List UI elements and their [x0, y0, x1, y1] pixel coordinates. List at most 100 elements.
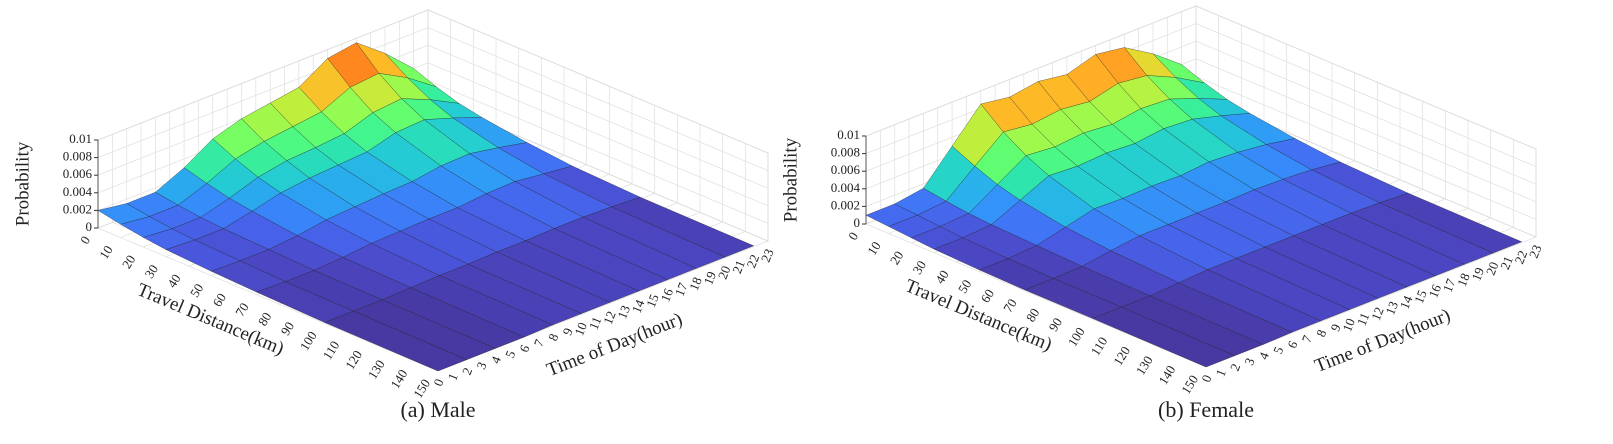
- y-tick-label: 18: [686, 275, 705, 293]
- y-tick-label: 21: [1497, 254, 1516, 272]
- y-tick-label: 19: [1468, 265, 1487, 283]
- grid-line: [427, 27, 769, 171]
- y-tick-label: 9: [1327, 322, 1343, 334]
- x-tick-label: 90: [277, 319, 297, 338]
- x-tick-label: 40: [164, 271, 184, 290]
- x-tick-label: 0: [77, 233, 93, 246]
- x-tick-label: 50: [955, 277, 975, 296]
- y-tick-label: 5: [502, 348, 518, 360]
- y-tick-label: 11: [586, 314, 605, 331]
- grid-line: [1195, 23, 1537, 167]
- y-tick-label: 7: [531, 337, 548, 349]
- y-tick-label: 14: [1397, 293, 1416, 311]
- grid-line: [865, 5, 1197, 137]
- y-tick-label: 0: [1198, 373, 1214, 385]
- grid-line: [427, 62, 769, 207]
- z-tick-label: 0.008: [831, 145, 860, 160]
- y-tick-label: 21: [729, 258, 748, 276]
- y-tick-label: 16: [1425, 282, 1444, 300]
- y-tick-label: 6: [516, 342, 533, 354]
- x-tick-label: 30: [909, 258, 929, 277]
- y-tick-label: 7: [1299, 333, 1316, 345]
- x-tick-label: 10: [96, 243, 116, 262]
- y-tick-label: 1: [445, 371, 461, 383]
- y-tick-label: 14: [629, 297, 648, 315]
- x-tick-label: 60: [209, 290, 229, 309]
- x-tick-label: 110: [1088, 334, 1111, 358]
- x-tick-label: 140: [1155, 363, 1178, 387]
- y-tick-label: 2: [1227, 361, 1243, 373]
- z-tick-label: 0: [86, 219, 93, 234]
- y-tick-label: 4: [488, 354, 505, 366]
- y-tick-label: 17: [1440, 276, 1459, 294]
- z-axis-label: Probability: [780, 137, 801, 222]
- z-tick-label: 0.002: [831, 197, 860, 212]
- y-tick-label: 8: [1313, 327, 1329, 339]
- x-tick-label: 150: [1178, 372, 1201, 396]
- z-tick-label: 0.004: [831, 180, 861, 195]
- surface-cell: [1092, 306, 1236, 368]
- y-tick-label: 23: [1526, 243, 1545, 261]
- caption: (a) Male: [400, 397, 475, 422]
- y-tick-label: 22: [1511, 248, 1530, 266]
- grid-line: [427, 44, 769, 189]
- y-tick-label: 8: [545, 331, 561, 343]
- y-tick-label: 6: [1284, 338, 1301, 350]
- y-tick-label: 1: [1213, 367, 1229, 379]
- surface-cell: [324, 310, 468, 372]
- grid-line: [97, 227, 439, 372]
- y-tick-label: 10: [1339, 316, 1358, 334]
- z-tick-label: 0.01: [69, 131, 92, 146]
- x-tick-label: 40: [932, 267, 952, 286]
- z-tick-label: 0.002: [63, 201, 92, 216]
- grid-line: [1195, 5, 1537, 150]
- x-tick-label: 100: [297, 329, 320, 353]
- grid-line: [1195, 58, 1537, 203]
- x-tick-label: 130: [365, 357, 388, 381]
- y-tick-label: 11: [1354, 310, 1373, 327]
- x-tick-label: 100: [1065, 325, 1088, 349]
- x-tick-label: 20: [887, 248, 907, 267]
- y-tick-label: 15: [1411, 288, 1430, 306]
- x-tick-label: 130: [1133, 353, 1156, 377]
- x-tick-label: 50: [187, 281, 207, 300]
- grid-line: [427, 9, 769, 154]
- y-tick-label: 2: [459, 365, 475, 377]
- y-tick-label: 0: [430, 377, 446, 389]
- z-tick-label: 0.006: [63, 166, 93, 181]
- x-tick-label: 0: [845, 229, 861, 242]
- surface-chart: 00.0020.0040.0060.0080.01010203040506070…: [780, 5, 1545, 422]
- z-axis-label: Probability: [12, 141, 33, 226]
- z-tick-label: 0.004: [63, 184, 93, 199]
- y-tick-label: 18: [1454, 271, 1473, 289]
- x-tick-label: 60: [977, 286, 997, 305]
- grid-line: [865, 223, 1207, 368]
- surface-chart: 00.0020.0040.0060.0080.01010203040506070…: [12, 9, 777, 422]
- x-tick-label: 20: [119, 252, 139, 271]
- x-tick-label: 30: [141, 262, 161, 281]
- y-tick-label: 17: [672, 280, 691, 298]
- x-tick-label: 120: [342, 348, 365, 372]
- y-tick-label: 22: [743, 252, 762, 270]
- y-tick-label: 23: [758, 247, 777, 265]
- caption: (b) Female: [1158, 397, 1254, 422]
- y-tick-label: 9: [559, 326, 575, 338]
- x-tick-label: 10: [864, 239, 884, 258]
- y-tick-label: 15: [643, 292, 662, 310]
- x-tick-label: 80: [1023, 305, 1043, 324]
- y-tick-label: 12: [600, 309, 619, 327]
- z-tick-label: 0.006: [831, 162, 861, 177]
- y-tick-label: 13: [1382, 299, 1401, 317]
- x-tick-label: 90: [1045, 315, 1065, 334]
- y-tick-label: 16: [657, 286, 676, 304]
- x-tick-label: 110: [320, 338, 343, 362]
- x-tick-label: 70: [232, 300, 252, 319]
- grid-line: [427, 80, 769, 224]
- x-tick-label: 80: [255, 309, 275, 328]
- x-tick-label: 140: [387, 367, 410, 391]
- y-tick-label: 5: [1270, 344, 1286, 356]
- grid-line: [1195, 40, 1537, 185]
- y-tick-label: 3: [473, 360, 489, 372]
- y-tick-label: 4: [1256, 350, 1273, 362]
